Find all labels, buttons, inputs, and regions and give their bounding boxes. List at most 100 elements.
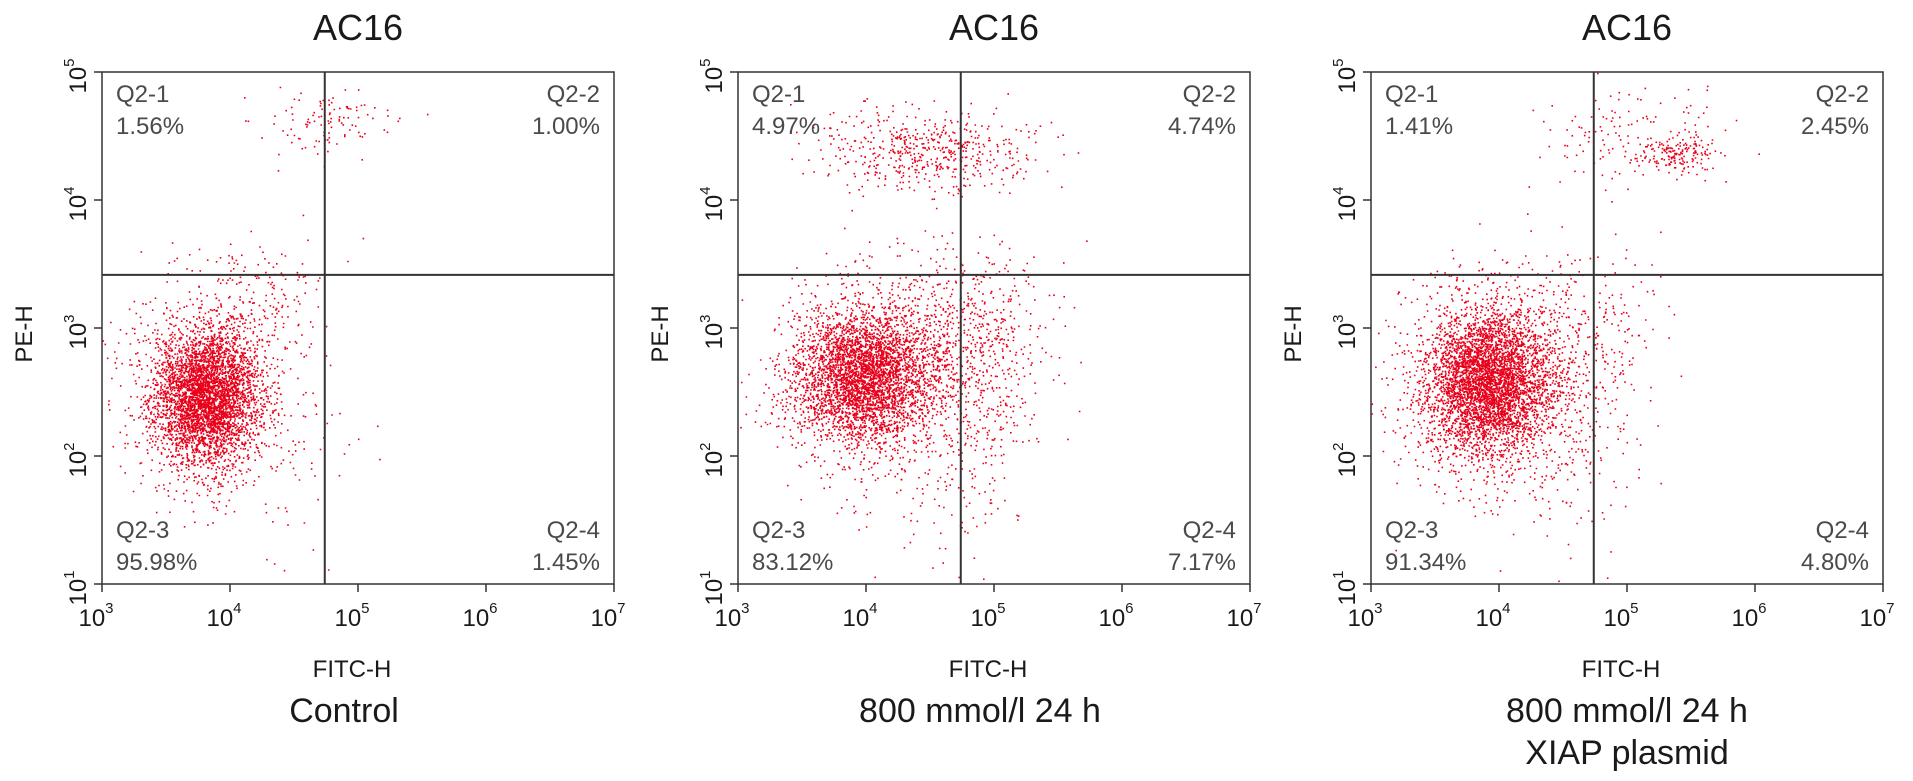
quadrant-name: Q2-1 [116, 81, 169, 108]
x-tick-label: 104 [842, 600, 877, 632]
quadrant-q2-1: Q2-1 1.56% [116, 81, 184, 140]
quadrant-name: Q2-1 [1385, 81, 1438, 108]
quadrant-q2-1: Q2-1 1.41% [1385, 81, 1453, 140]
plot-area [101, 71, 615, 585]
x-axis-ticks: 103 104 105 106 107 [1347, 584, 1895, 632]
x-tick-label: 107 [1859, 600, 1894, 632]
quadrant-name: Q2-1 [752, 81, 805, 108]
condition-caption: 800 mmol/l 24 h [859, 692, 1101, 730]
x-tick-label: 106 [1731, 600, 1766, 632]
quadrant-name: Q2-4 [1183, 517, 1236, 544]
event-cluster-1 [745, 242, 973, 488]
y-axis-ticks: 101 102 103 104 105 [697, 58, 738, 606]
event-dots [1371, 72, 1760, 583]
y-tick-label: 103 [1330, 314, 1361, 349]
y-tick-label: 102 [61, 442, 92, 477]
x-axis-label: FITC-H [1582, 656, 1661, 683]
quadrant-q2-4: Q2-4 1.45% [532, 517, 600, 576]
y-axis-label: PE-H [1280, 305, 1307, 362]
quadrant-q2-3: Q2-3 95.98% [116, 517, 197, 576]
event-dots [740, 77, 1088, 580]
quadrant-q2-2: Q2-2 4.74% [1168, 81, 1236, 140]
quadrant-percent: 91.34% [1385, 549, 1466, 576]
event-cluster-1 [1382, 223, 1598, 518]
quadrant-name: Q2-3 [752, 517, 805, 544]
y-tick-label: 102 [697, 442, 728, 477]
quadrant-name: Q2-3 [116, 517, 169, 544]
flow-plot-1: AC16 Q2-1 1.56% Q2-2 1.00% Q2-3 95.98% Q2-4 1.45… [11, 7, 626, 730]
quadrant-q2-3: Q2-3 91.34% [1385, 517, 1466, 576]
y-axis-label: PE-H [11, 305, 38, 362]
y-tick-label: 101 [1330, 570, 1361, 605]
y-tick-label: 105 [1330, 58, 1361, 93]
event-points [111, 286, 288, 526]
x-tick-label: 105 [334, 600, 369, 632]
quadrant-name: Q2-4 [1816, 517, 1869, 544]
quadrant-q2-2: Q2-2 1.00% [532, 81, 600, 140]
quadrant-q2-3: Q2-3 83.12% [752, 517, 833, 576]
condition-caption: Control [289, 692, 399, 730]
event-cluster-2 [102, 242, 328, 538]
quadrant-percent: 1.56% [116, 113, 184, 140]
x-axis-label: FITC-H [313, 656, 392, 683]
condition-caption: XIAP plasmid [1525, 734, 1728, 772]
x-tick-label: 106 [1098, 600, 1133, 632]
plot-area [1370, 71, 1884, 585]
y-axis-label: PE-H [647, 305, 674, 362]
event-dots [102, 86, 429, 572]
quadrant-percent: 7.17% [1168, 549, 1236, 576]
y-tick-label: 103 [61, 314, 92, 349]
quadrant-q2-4: Q2-4 4.80% [1801, 517, 1869, 576]
y-tick-label: 105 [61, 58, 92, 93]
quadrant-name: Q2-4 [547, 517, 600, 544]
y-tick-label: 104 [61, 186, 92, 221]
x-tick-label: 105 [970, 600, 1005, 632]
flow-plot-3: AC16 Q2-1 1.41% Q2-2 2.45% Q2-3 91.34% Q2-4 4.80… [1280, 7, 1895, 772]
quadrant-q2-4: Q2-4 7.17% [1168, 517, 1236, 576]
x-tick-label: 107 [590, 600, 625, 632]
quadrant-percent: 1.00% [532, 113, 600, 140]
x-axis-label: FITC-H [949, 656, 1028, 683]
condition-caption: 800 mmol/l 24 h [1506, 692, 1748, 730]
x-tick-label: 104 [1475, 600, 1510, 632]
x-tick-label: 105 [1603, 600, 1638, 632]
y-tick-label: 104 [697, 186, 728, 221]
x-axis-ticks: 103 104 105 106 107 [78, 584, 626, 632]
quadrant-percent: 2.45% [1801, 113, 1869, 140]
quadrant-q2-1: Q2-1 4.97% [752, 81, 820, 140]
y-tick-label: 103 [697, 314, 728, 349]
x-tick-label: 103 [1347, 600, 1382, 632]
quadrant-percent: 1.41% [1385, 113, 1453, 140]
x-tick-label: 104 [206, 600, 241, 632]
y-axis-ticks: 101 102 103 104 105 [61, 58, 102, 606]
quadrant-percent: 4.80% [1801, 549, 1869, 576]
y-tick-label: 104 [1330, 186, 1361, 221]
y-tick-label: 101 [61, 570, 92, 605]
quadrant-name: Q2-3 [1385, 517, 1438, 544]
event-points [102, 242, 328, 538]
x-tick-label: 107 [1226, 600, 1261, 632]
quadrant-percent: 83.12% [752, 549, 833, 576]
quadrant-name: Q2-2 [547, 81, 600, 108]
quadrant-percent: 1.45% [532, 549, 600, 576]
y-tick-label: 102 [1330, 442, 1361, 477]
x-tick-label: 103 [78, 600, 113, 632]
y-tick-label: 101 [697, 570, 728, 605]
quadrant-name: Q2-2 [1816, 81, 1869, 108]
event-points [1382, 223, 1598, 518]
quadrant-name: Q2-2 [1183, 81, 1236, 108]
plot-area [737, 71, 1251, 585]
quadrant-percent: 95.98% [116, 549, 197, 576]
x-tick-label: 103 [714, 600, 749, 632]
flow-plot-2: AC16 Q2-1 4.97% Q2-2 4.74% Q2-3 83.12% Q2-4 7.17… [647, 7, 1262, 730]
event-points [1371, 213, 1659, 552]
plot-title: AC16 [949, 7, 1039, 48]
plot-title: AC16 [313, 7, 403, 48]
quadrant-percent: 4.74% [1168, 113, 1236, 140]
event-cluster-2 [1371, 213, 1659, 552]
plot-title: AC16 [1582, 7, 1672, 48]
x-axis-ticks: 103 104 105 106 107 [714, 584, 1262, 632]
event-points [745, 242, 973, 488]
